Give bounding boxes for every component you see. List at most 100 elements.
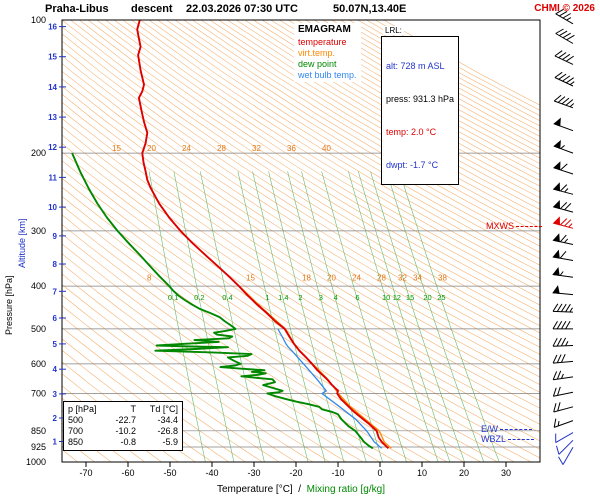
- table-row: 850 -0.8 -5.9: [68, 437, 178, 448]
- x-caption-temperature: Temperature [°C]: [217, 484, 293, 495]
- pressure-axis-title: Pressure [hPa]: [4, 275, 14, 335]
- surface-info-box: alt: 728 m ASL press: 931.3 hPa temp: 2.…: [381, 36, 460, 185]
- table-header-cell: Td [°C]: [149, 404, 178, 414]
- table-cell: -5.9: [162, 437, 178, 447]
- svg-text:2: 2: [53, 414, 58, 423]
- svg-text:8: 8: [147, 273, 152, 282]
- svg-text:38: 38: [438, 273, 447, 282]
- svg-text:3: 3: [319, 293, 323, 302]
- svg-text:500: 500: [31, 324, 46, 334]
- svg-text:20: 20: [147, 144, 156, 153]
- svg-text:0.4: 0.4: [222, 293, 232, 302]
- table-cell: -10.2: [115, 426, 136, 436]
- svg-text:20: 20: [459, 468, 469, 478]
- credit-label: CHMI © 2026: [534, 3, 595, 14]
- table-header-cell: T: [130, 404, 137, 414]
- wind-barb: [554, 71, 575, 87]
- datetime-label: 22.03.2026 07:30 UTC: [186, 3, 298, 15]
- svg-text:6: 6: [53, 314, 58, 323]
- svg-text:12: 12: [48, 143, 57, 152]
- table-cell: 850: [68, 437, 84, 447]
- wind-barb: [553, 94, 575, 109]
- adiabat-labels: 15 20 24 28 32 36 40 8 15 18 20 24 28 32 34 38: [112, 144, 447, 282]
- table-row: 500 -22.7 -34.4: [68, 415, 178, 426]
- table-header-cell: p [hPa]: [68, 404, 97, 414]
- legend-items: temperature virt.temp. dew point wet bulb t…: [298, 37, 357, 81]
- sounding-type: descent: [131, 3, 173, 15]
- temperature-curve: [136, 20, 390, 449]
- svg-text:1: 1: [266, 293, 270, 302]
- svg-text:30: 30: [501, 468, 511, 478]
- mxws-label: MXWS: [486, 221, 514, 231]
- wind-barb: [555, 432, 574, 444]
- wbzl-dash: [508, 439, 535, 441]
- svg-text:10: 10: [417, 468, 427, 478]
- svg-text:0.2: 0.2: [194, 293, 204, 302]
- svg-text:20: 20: [423, 293, 431, 302]
- levels-table: p [hPa] T Td [°C] 500 -22.7 -34.4 700 -10.2 -26.…: [63, 401, 183, 451]
- table-cell: 700: [68, 426, 84, 436]
- ew-marker: E/W: [481, 424, 532, 434]
- dew-point-curve: [71, 152, 374, 450]
- svg-text:32: 32: [252, 144, 261, 153]
- dewpoint-info: dwpt: -1.7 °C: [386, 160, 439, 170]
- pressure-axis-labels: 100 200 300 400 500 600 700 850 925 1000: [26, 15, 46, 467]
- wbzl-label: WBZL: [481, 434, 507, 444]
- svg-text:15: 15: [48, 53, 57, 62]
- svg-text:13: 13: [48, 113, 57, 122]
- legend-title: EMAGRAM: [298, 24, 351, 35]
- svg-text:100: 100: [31, 15, 46, 25]
- pressure-gridlines: [62, 19, 540, 463]
- svg-text:600: 600: [31, 359, 46, 369]
- svg-text:12: 12: [393, 293, 401, 302]
- legend-item-dew-point: dew point: [298, 59, 337, 69]
- svg-text:7: 7: [53, 287, 58, 296]
- svg-text:-50: -50: [163, 468, 176, 478]
- table-cell: -22.7: [115, 415, 136, 425]
- svg-text:6: 6: [355, 293, 359, 302]
- svg-text:9: 9: [53, 232, 58, 241]
- svg-text:1.4: 1.4: [278, 293, 288, 302]
- wind-barb: [552, 303, 574, 313]
- wind-barb: [552, 182, 574, 195]
- table-header-row: p [hPa] T Td [°C]: [68, 404, 178, 415]
- wind-barb: [552, 370, 574, 381]
- wind-barb: [553, 117, 574, 132]
- svg-text:925: 925: [31, 442, 46, 452]
- svg-text:14: 14: [48, 83, 57, 92]
- altitude-axis-labels: 16 15 14 13 12 11 10 9 8 7 6 5 4 3 2 1: [48, 23, 66, 447]
- svg-text:32: 32: [398, 273, 407, 282]
- svg-text:28: 28: [217, 144, 226, 153]
- svg-text:28: 28: [377, 273, 386, 282]
- svg-text:700: 700: [31, 389, 46, 399]
- table-cell: -26.8: [157, 426, 178, 436]
- wind-barb: [552, 216, 574, 229]
- wet-bulb-curve: [277, 328, 383, 449]
- wind-barb: [552, 285, 574, 296]
- lrl-label: LRL:: [383, 26, 404, 35]
- wind-barb: [555, 8, 574, 25]
- table-cell: -0.8: [120, 437, 136, 447]
- svg-text:-30: -30: [247, 468, 260, 478]
- station-name: Praha-Libus: [45, 3, 109, 15]
- svg-text:2: 2: [298, 293, 302, 302]
- wind-barb: [556, 439, 574, 455]
- svg-text:25: 25: [437, 293, 445, 302]
- svg-text:300: 300: [31, 226, 46, 236]
- svg-text:16: 16: [48, 23, 57, 32]
- svg-text:1000: 1000: [26, 457, 46, 467]
- legend: EMAGRAM temperature virt.temp. dew point we…: [294, 23, 361, 82]
- wind-barb: [553, 418, 574, 428]
- x-caption-separator: /: [292, 484, 307, 495]
- svg-text:24: 24: [352, 273, 361, 282]
- coordinates-label: 50.07N,13.40E: [333, 3, 407, 15]
- wind-barb: [552, 249, 574, 261]
- table-row: 700 -10.2 -26.8: [68, 426, 178, 437]
- wind-barb: [554, 50, 574, 65]
- wind-barb: [552, 200, 574, 213]
- svg-text:200: 200: [31, 148, 46, 158]
- svg-text:20: 20: [327, 273, 336, 282]
- temperature-axis-labels: -70 -60 -50 -40 -30 -20 -10 0 10 20 30: [79, 462, 511, 478]
